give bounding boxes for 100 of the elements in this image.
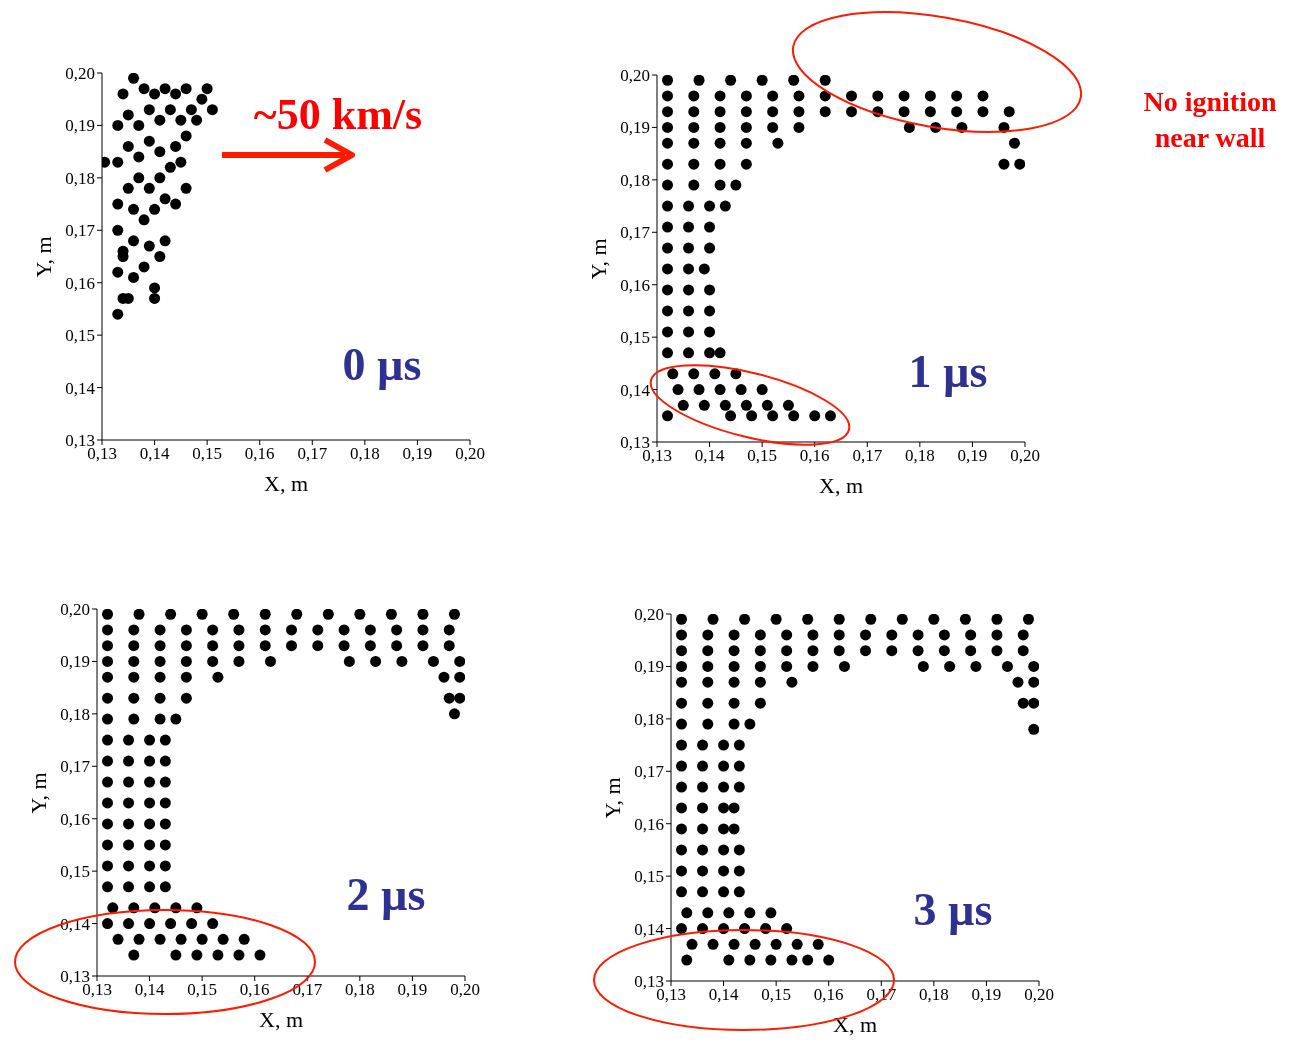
point [112,198,124,210]
y-axis-title: Y, m [586,237,612,280]
point [117,88,129,100]
annotation: 2 µs [346,868,426,923]
point [143,182,155,194]
point [180,182,192,194]
point [185,104,197,116]
x-tick-label: 0,16 [244,444,275,464]
y-tick-label: 0,18 [634,709,664,729]
annotation: 0 µs [342,338,422,393]
y-tick-label: 0,19 [620,118,650,138]
annotation: ~50 km/s [253,89,423,142]
y-axis-title: Y, m [26,771,52,814]
y-tick-label: 0,17 [65,221,96,241]
point [154,146,166,158]
x-tick-label: 0,19 [402,444,433,464]
x-tick-label: 0,17 [297,444,328,464]
x-tick-label: 0,19 [957,446,988,466]
point [164,161,176,173]
y-tick-label: 0,15 [60,862,90,882]
y-tick-label: 0,14 [634,919,665,939]
x-tick-label: 0,18 [344,980,375,1000]
y-tick-label: 0,16 [620,275,650,295]
x-tick-label: 0,20 [1024,985,1054,1005]
point [175,114,187,126]
point [138,261,150,273]
x-tick-label: 0,16 [239,980,270,1000]
point [143,135,155,147]
x-tick-label: 0,16 [799,446,830,466]
point [154,114,166,126]
annotation: 1 µs [908,345,988,400]
point [112,224,124,236]
point [201,83,213,95]
x-tick-label: 0,18 [349,444,380,464]
x-tick-label: 0,14 [708,985,739,1005]
y-tick-label: 0,17 [60,757,91,777]
point [138,83,150,95]
y-tick-label: 0,19 [65,116,95,136]
point [128,73,140,84]
point [112,266,124,278]
x-tick-label: 0,14 [139,444,170,464]
point [170,140,182,152]
point [112,156,124,168]
point [164,104,176,116]
y-tick-label: 0,18 [620,170,650,190]
y-tick-label: 0,17 [620,223,651,243]
x-tick-label: 0,20 [455,444,485,464]
x-axis-title: X, m [819,473,863,499]
x-tick-label: 0,16 [813,985,844,1005]
point [128,271,140,283]
x-tick-label: 0,15 [761,985,792,1005]
point [159,193,171,205]
y-axis-title: Y, m [31,235,57,278]
x-tick-label: 0,14 [694,446,725,466]
point [149,292,161,304]
x-tick-label: 0,14 [134,980,165,1000]
point [180,83,192,95]
point [196,93,208,105]
y-tick-label: 0,19 [634,657,664,677]
point [149,88,161,100]
x-tick-label: 0,17 [292,980,323,1000]
y-tick-label: 0,18 [60,704,90,724]
y-tick-label: 0,19 [60,652,90,672]
point [149,203,161,215]
x-axis-title: X, m [264,471,308,497]
point [180,130,192,142]
y-axis-title: Y, m [600,776,626,819]
y-tick-label: 0,20 [65,64,95,84]
x-tick-label: 0,15 [747,446,778,466]
point [122,109,134,121]
point [128,235,140,247]
x-tick-label: 0,19 [397,980,428,1000]
x-tick-label: 0,18 [904,446,935,466]
point [175,156,187,168]
point [170,88,182,100]
x-tick-label: 0,20 [450,980,480,1000]
point [154,172,166,184]
x-tick-label: 0,19 [971,985,1002,1005]
point [138,214,150,226]
point [122,182,134,194]
x-axis-title: X, m [259,1007,303,1033]
y-tick-label: 0,16 [634,814,664,834]
point [191,114,203,126]
point [128,203,140,215]
y-tick-label: 0,15 [634,867,664,887]
point [133,172,145,184]
point [122,140,134,152]
y-tick-label: 0,18 [65,168,95,188]
y-tick-label: 0,20 [634,605,664,625]
point [154,251,166,262]
point [112,308,124,320]
x-tick-label: 0,17 [852,446,883,466]
y-tick-label: 0,16 [60,809,90,829]
y-tick-label: 0,15 [65,326,95,346]
y-tick-label: 0,17 [634,762,665,782]
text: No ignition near wall [1142,84,1278,155]
point [170,198,182,210]
point [159,83,171,95]
x-tick-label: 0,15 [187,980,218,1000]
y-tick-label: 0,14 [65,378,96,398]
